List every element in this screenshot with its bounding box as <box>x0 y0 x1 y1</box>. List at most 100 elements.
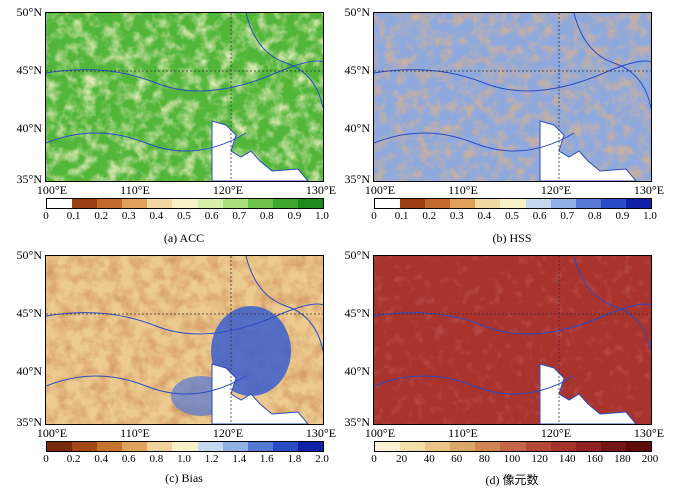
colorbar-tick-label: 20 <box>396 453 408 465</box>
colorbar-segment <box>425 442 451 451</box>
colorbar-segment <box>147 199 173 208</box>
colorbar-tick-label: 0.5 <box>505 210 519 222</box>
colorbar-tick-label: 0.7 <box>232 210 247 222</box>
colorbar-tick-label: 0.6 <box>532 210 547 222</box>
colorbar-segment <box>222 199 248 208</box>
colorbar-segment <box>475 199 501 208</box>
colorbar-segment <box>122 442 148 451</box>
colorbar-segment <box>600 442 626 451</box>
lat-label-50-b: 50°N <box>344 5 370 19</box>
map-acc <box>45 12 324 182</box>
lon-label-120-a: 120°E <box>212 183 244 197</box>
colorbar-tick-label: 40 <box>423 453 435 465</box>
map-acc-field <box>46 13 323 181</box>
colorbar-tick-label: 0.6 <box>121 453 136 465</box>
colorbar-segment <box>297 199 324 208</box>
colorbar-segment <box>47 199 73 208</box>
lat-label-35-a: 35°N <box>16 172 42 186</box>
lon-label-120-b: 120°E <box>540 183 572 197</box>
colorbar-tick-label: 0.8 <box>259 210 274 222</box>
colorbar-tick-label: 60 <box>451 453 463 465</box>
colorbar-segment <box>147 442 173 451</box>
lon-label-130-d: 130°E <box>633 426 665 440</box>
colorbar-hss <box>374 198 652 209</box>
lon-label-100-d: 100°E <box>364 426 396 440</box>
colorbar-segment <box>375 442 401 451</box>
colorbar-tick-label: 120 <box>531 453 548 465</box>
lon-label-110-d: 110°E <box>448 426 478 440</box>
colorbar-segment <box>297 442 324 451</box>
lon-label-100-a: 100°E <box>36 183 68 197</box>
colorbar-tick-label: 160 <box>586 453 604 465</box>
colorbar-tick-label: 0.4 <box>477 210 492 222</box>
colorbar-segment <box>97 199 123 208</box>
colorbar-segment <box>172 199 198 208</box>
colorbar-segment <box>500 199 526 208</box>
colorbar-segment <box>400 442 426 451</box>
colorbar-tick-label: 0.1 <box>394 210 409 222</box>
colorbar-segment <box>525 199 551 208</box>
colorbar-segment <box>72 199 98 208</box>
colorbar-segment <box>450 199 476 208</box>
colorbar-tick-label: 1.0 <box>315 210 329 222</box>
colorbar-segment <box>272 199 298 208</box>
colorbar-tick-label: 0 <box>43 453 49 465</box>
colorbar-tick-label: 100 <box>503 453 521 465</box>
lon-label-130-b: 130°E <box>633 183 665 197</box>
map-bias <box>45 255 324 425</box>
map-bias-field <box>46 256 323 424</box>
lat-label-50-c: 50°N <box>16 248 42 262</box>
colorbar-tick-label: 200 <box>641 453 659 465</box>
colorbar-segment <box>550 199 576 208</box>
colorbar-tick-label: 1.4 <box>232 453 247 465</box>
colorbar-segment <box>400 199 426 208</box>
colorbar-tick-label: 1.6 <box>259 453 274 465</box>
colorbar-segment <box>375 199 401 208</box>
colorbar-tick-label: 180 <box>614 453 631 465</box>
lat-label-40-a: 40°N <box>16 121 42 135</box>
colorbar-segment <box>47 442 73 451</box>
colorbar-segment <box>72 442 98 451</box>
colorbar-tick-label: 0.5 <box>177 210 191 222</box>
lon-label-130-c: 130°E <box>305 426 337 440</box>
colorbar-tick-label: 0.4 <box>94 453 109 465</box>
colorbar-segment <box>122 199 148 208</box>
lat-label-45-d: 45°N <box>344 306 370 320</box>
colorbar-segment <box>575 199 601 208</box>
colorbar-tick-label: 0.8 <box>149 453 164 465</box>
colorbar-tick-label: 0.1 <box>66 210 81 222</box>
colorbar-tick-label: 0 <box>371 453 377 465</box>
colorbar-tick-label: 0.7 <box>560 210 575 222</box>
colorbar-tick-label: 140 <box>558 453 576 465</box>
map-hss-field <box>374 13 651 181</box>
colorbar-tick-label: 80 <box>478 453 490 465</box>
colorbar-segment <box>97 442 123 451</box>
lat-label-35-c: 35°N <box>16 415 42 429</box>
lon-label-120-d: 120°E <box>540 426 572 440</box>
colorbar-tick-label: 0 <box>371 210 377 222</box>
colorbar-segment <box>197 442 223 451</box>
colorbar-tick-label: 0.2 <box>66 453 81 465</box>
lat-label-35-d: 35°N <box>344 415 370 429</box>
colorbar-pixel-count <box>374 441 652 452</box>
map-pixel-count <box>373 255 652 425</box>
caption-hss: (b) HSS <box>492 231 532 245</box>
colorbar-segment <box>525 442 551 451</box>
colorbar-tick-label: 0.9 <box>287 210 302 222</box>
colorbar-tick-label: 1.8 <box>287 453 302 465</box>
lat-label-40-b: 40°N <box>344 121 370 135</box>
colorbar-segment <box>247 442 273 451</box>
colorbar-tick-label: 0.6 <box>204 210 219 222</box>
lat-label-50-d: 50°N <box>344 248 370 262</box>
colorbar-tick-label: 0.2 <box>422 210 437 222</box>
lat-label-40-d: 40°N <box>344 364 370 378</box>
map-pixel-count-field <box>374 256 651 424</box>
lat-label-50-a: 50°N <box>16 5 42 19</box>
caption-bias: (c) Bias <box>165 471 203 485</box>
colorbar-tick-label: 0.3 <box>449 210 464 222</box>
colorbar-tick-label: 0.3 <box>121 210 136 222</box>
colorbar-acc <box>46 198 324 209</box>
colorbar-bias <box>46 441 324 452</box>
lon-label-100-b: 100°E <box>364 183 396 197</box>
lon-label-120-c: 120°E <box>212 426 244 440</box>
